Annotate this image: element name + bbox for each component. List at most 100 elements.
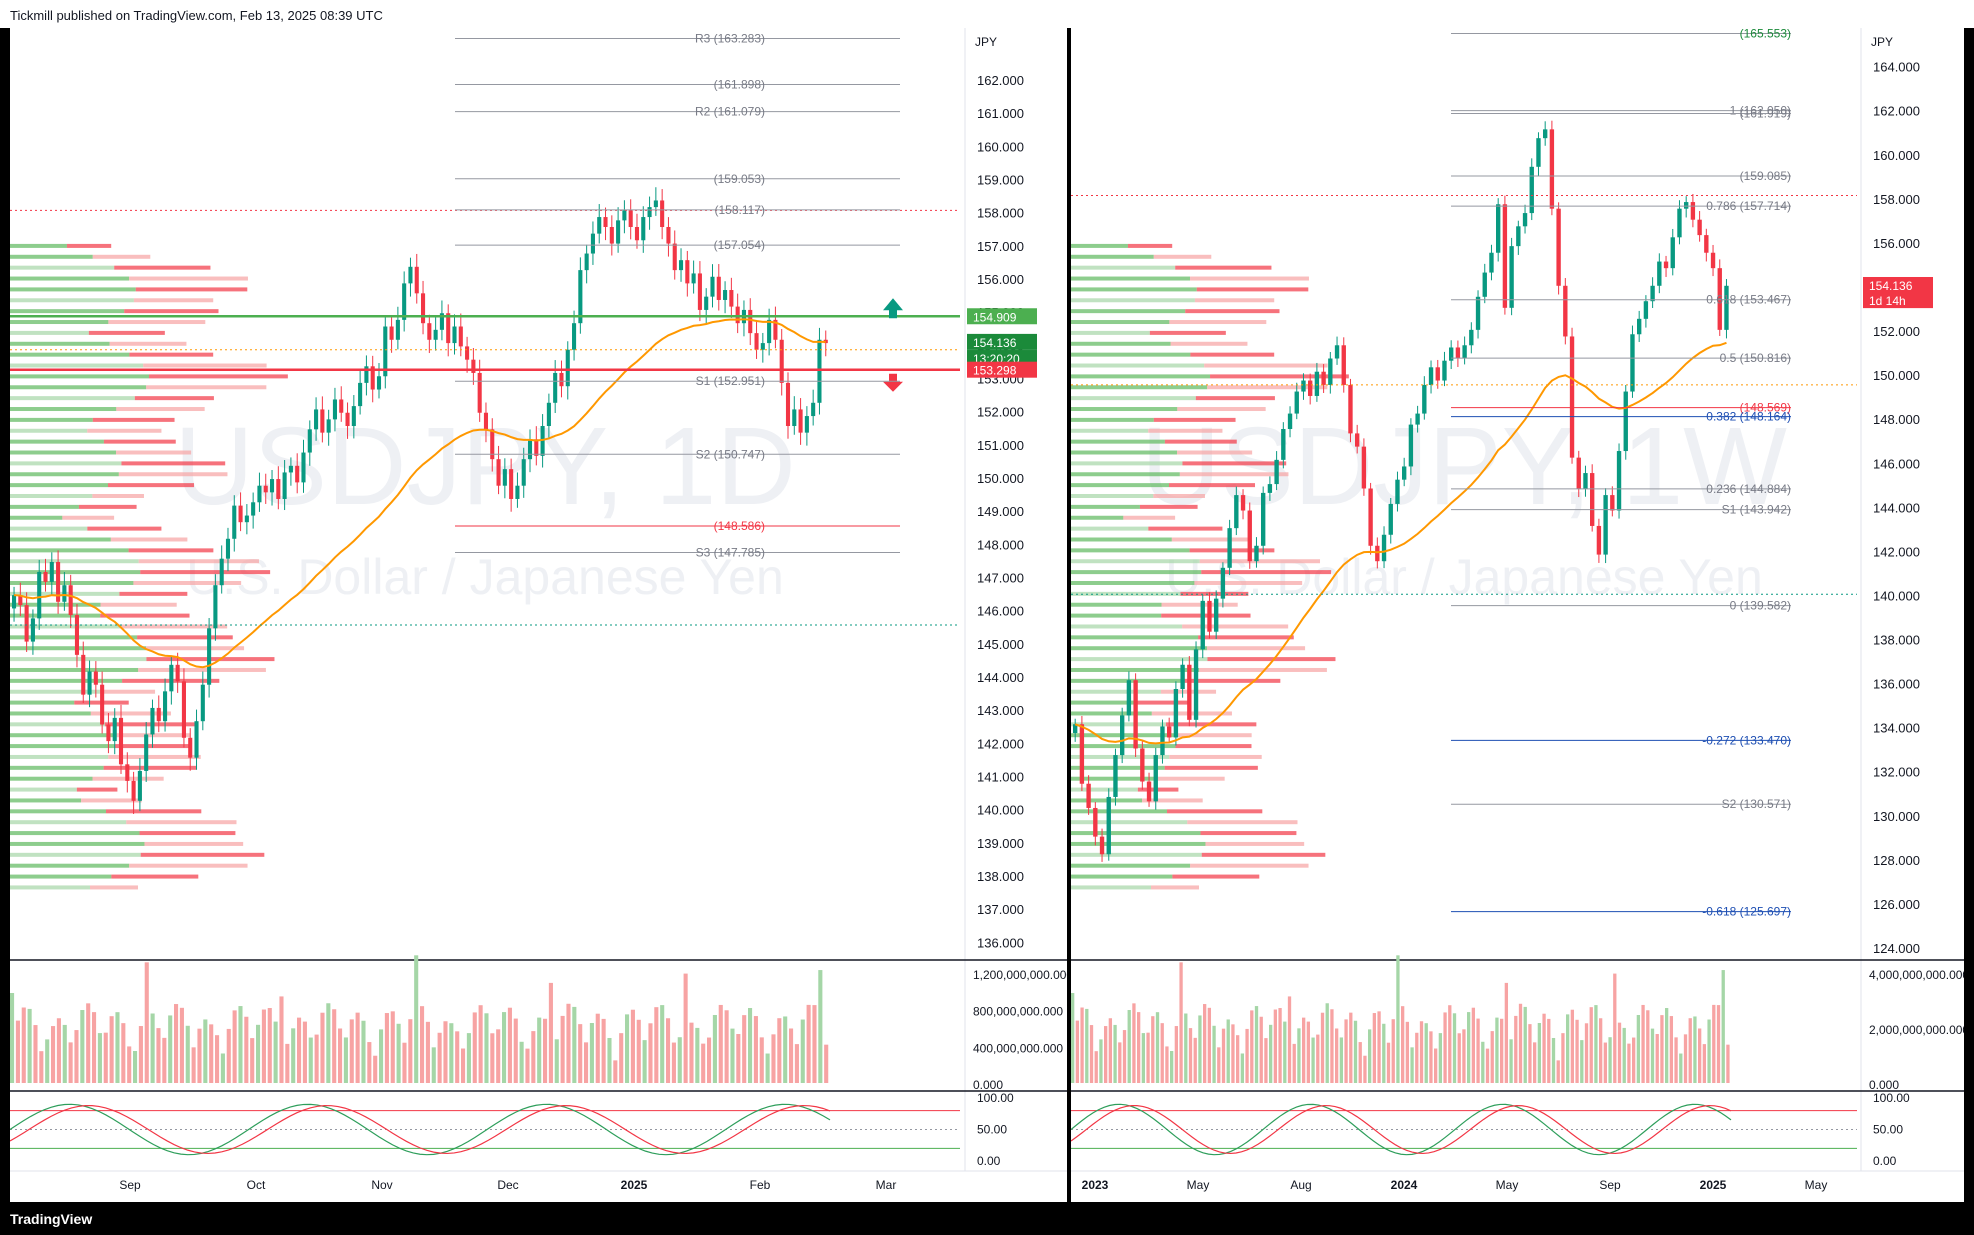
watermark-description: U.S. Dollar / Japanese Yen: [1165, 549, 1763, 605]
volume-profile-bar: [1166, 809, 1263, 814]
candle-body: [1146, 781, 1152, 802]
volume-bar: [379, 1029, 384, 1083]
candle-body: [1697, 219, 1702, 236]
volume-bar: [1509, 1039, 1513, 1083]
volume-bar: [1401, 1006, 1405, 1083]
volume-bar: [502, 1012, 507, 1083]
y-tick-label: 146.000: [977, 604, 1024, 619]
volume-bar: [1603, 1042, 1608, 1083]
volume-profile-bar: [1169, 320, 1267, 325]
volume-bar: [1377, 1011, 1381, 1083]
volume-profile-bar: [1071, 765, 1165, 770]
volume-profile-bar: [114, 265, 211, 270]
candle-body: [106, 724, 111, 742]
candle-body: [546, 402, 551, 427]
y-tick-label: 145.000: [977, 637, 1024, 652]
volume-bar: [1118, 1042, 1122, 1083]
candle-body: [609, 227, 614, 244]
volume-bar: [1580, 1040, 1584, 1083]
x-axis-label: 2025: [1700, 1178, 1727, 1192]
volume-profile-bar: [110, 537, 188, 542]
weekly-chart-pane[interactable]: USDJPY, 1W U.S. Dollar / Japanese Yen JPY 1…: [1071, 28, 1964, 1202]
volume-tick-label: 4,000,000,000.000: [1869, 968, 1964, 982]
y-tick-label: 162.000: [977, 73, 1024, 88]
volume-profile-bar: [87, 526, 162, 531]
volume-bar: [771, 1034, 776, 1083]
volume-profile-bar: [1071, 689, 1161, 694]
volume-profile-bar: [1071, 831, 1201, 836]
candle-body: [200, 684, 205, 722]
candle-body: [748, 309, 753, 334]
candle-body: [465, 346, 470, 360]
candle-body: [1314, 371, 1320, 396]
volume-bar: [121, 1023, 126, 1083]
volume-profile-bar: [149, 374, 288, 379]
candle-body: [1643, 301, 1649, 319]
candle-body: [1623, 391, 1628, 452]
volume-profile-bar: [1071, 874, 1173, 879]
y-tick-label: 164.000: [1873, 60, 1920, 75]
candle-body: [1240, 495, 1246, 511]
volume-profile-bar: [1169, 754, 1262, 759]
volume-bar: [560, 1015, 565, 1083]
volume-profile-bar: [1071, 352, 1191, 357]
volume-bar: [1207, 1007, 1212, 1083]
volume-bar: [1287, 996, 1292, 1083]
candle-body: [18, 595, 23, 606]
volume-bar: [109, 1016, 114, 1083]
volume-profile-bar: [140, 570, 271, 575]
volume-profile-bar: [1071, 309, 1186, 314]
candle-body: [68, 585, 73, 616]
volume-profile-bar: [10, 298, 134, 303]
candle-body: [402, 283, 407, 320]
y-tick-label: 148.000: [1873, 412, 1920, 427]
volume-bar: [507, 1007, 512, 1083]
candle-body: [446, 313, 451, 344]
volume-profile-bar: [10, 635, 138, 640]
volume-profile-bar: [10, 678, 123, 683]
volume-bar: [185, 1025, 190, 1083]
volume-bar: [267, 1008, 272, 1083]
candle-body: [1684, 202, 1689, 209]
y-tick-label: 136.000: [977, 935, 1024, 950]
volume-profile-bar: [1207, 657, 1336, 662]
pivot-level-label: (159.085): [1740, 169, 1791, 183]
volume-bar: [390, 1011, 395, 1083]
volume-bar: [1146, 1032, 1150, 1083]
volume-profile-bar: [1135, 700, 1190, 705]
volume-profile-bar: [1199, 559, 1321, 564]
y-tick-label: 136.000: [1873, 677, 1920, 692]
y-tick-label: 124.000: [1873, 941, 1920, 956]
candle-body: [1408, 424, 1414, 467]
candle-body: [590, 233, 595, 254]
volume-bar: [326, 1003, 331, 1083]
candle-body: [710, 276, 715, 297]
daily-chart-pane[interactable]: USDJPY, 1D U.S. Dollar / Japanese Yen JPY 1…: [10, 28, 1067, 1202]
volume-bar: [1089, 1025, 1094, 1083]
volume-bar: [1570, 1009, 1575, 1083]
candle-body: [729, 290, 734, 307]
volume-bar: [794, 1044, 799, 1083]
volume-bar: [1533, 1042, 1537, 1083]
volume-profile-bar: [90, 711, 171, 716]
publisher-line: Tickmill published on TradingView.com, F…: [10, 8, 383, 23]
oscillator-tick-label: 50.00: [977, 1123, 1007, 1137]
candle-body: [653, 200, 658, 208]
volume-bar: [1518, 1003, 1523, 1083]
volume-profile-bar: [10, 689, 100, 694]
price-tag-box: [967, 308, 1037, 325]
volume-bar: [701, 1043, 706, 1083]
volume-profile-bar: [1071, 657, 1208, 662]
volume-bar: [1113, 1024, 1117, 1083]
volume-profile-bar: [1180, 591, 1249, 596]
candle-body: [1482, 272, 1487, 297]
volume-bar: [1292, 1043, 1296, 1083]
volume-profile-bar: [10, 841, 145, 846]
volume-profile-bar: [111, 874, 199, 879]
volume-bar: [1429, 1031, 1433, 1083]
candle-body: [1428, 367, 1434, 385]
volume-profile-bar: [10, 580, 134, 585]
candle-body: [238, 505, 243, 523]
candle-body: [156, 707, 161, 722]
candle-body: [754, 333, 759, 350]
